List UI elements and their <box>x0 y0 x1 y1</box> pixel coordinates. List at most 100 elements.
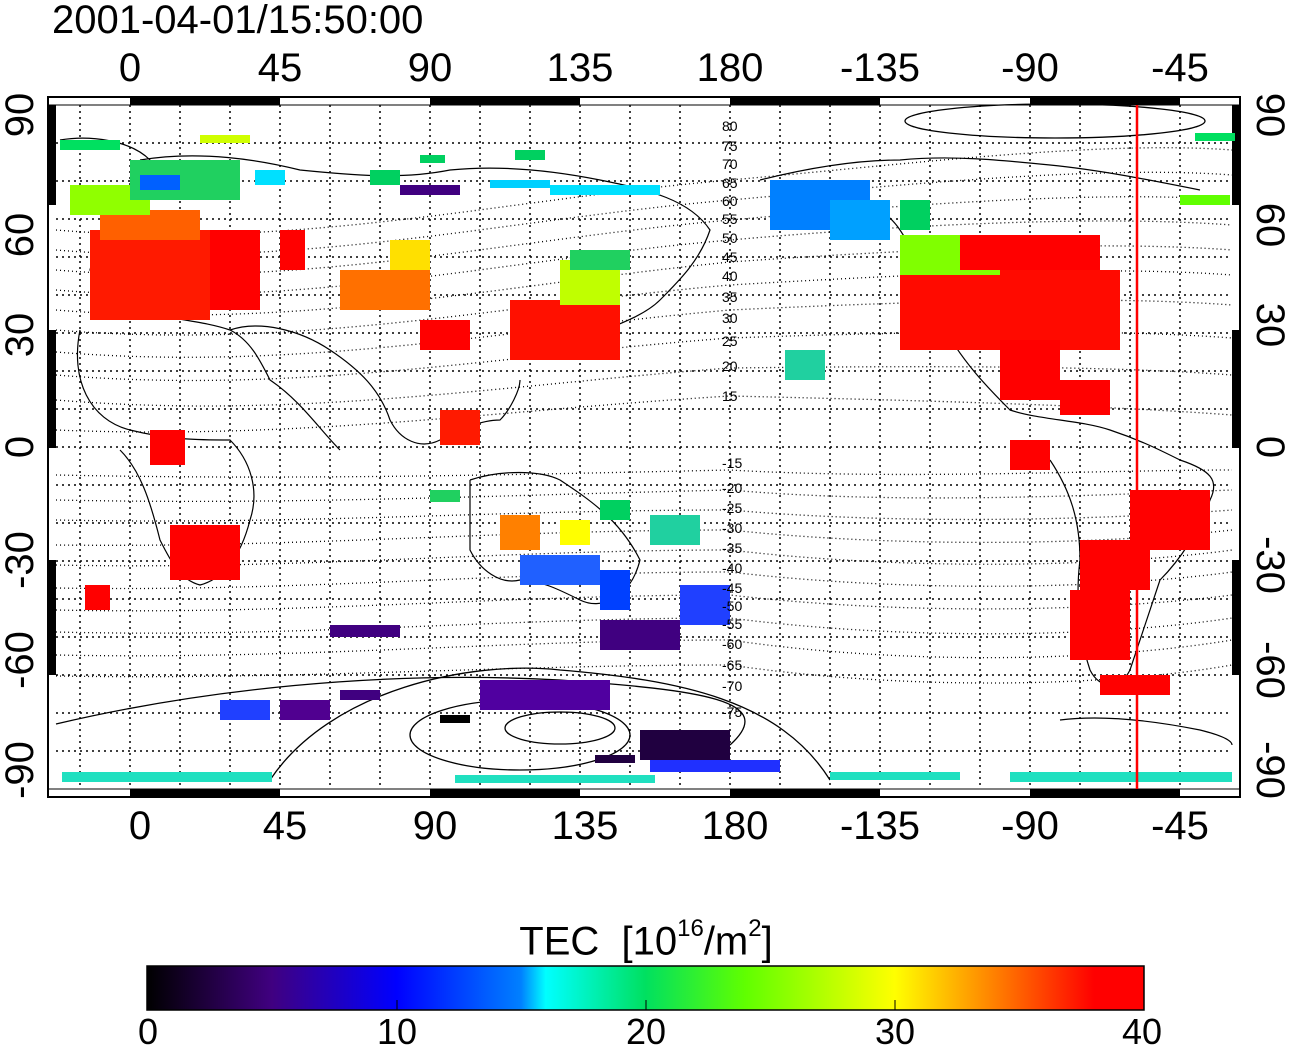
lon-tick-bottom: 0 <box>128 804 152 848</box>
tec-patch <box>430 490 460 502</box>
tec-patch <box>220 700 270 720</box>
tec-patch <box>515 150 545 160</box>
tec-patch <box>960 235 1100 270</box>
lon-tick-top: 90 <box>407 46 453 90</box>
lon-tick-top: 180 <box>696 46 764 90</box>
tec-patch <box>400 185 460 195</box>
contour-label-group: 80 75 70 65 60 55 50 45 40 35 30 25 20 1… <box>722 118 742 720</box>
colorbar-label: 10 <box>376 1011 418 1052</box>
tec-patch <box>440 410 480 445</box>
tec-patch <box>420 155 445 163</box>
lon-tick-top: -90 <box>1001 46 1059 90</box>
tec-patch <box>90 230 210 320</box>
contour-label: -65 <box>722 657 742 673</box>
contour-label: -70 <box>722 678 742 694</box>
colorbar-title: TEC [1016/m2] <box>0 910 1292 964</box>
tec-patch <box>200 135 250 143</box>
contour-label: 35 <box>722 289 738 305</box>
tec-patch <box>390 240 430 270</box>
tec-patch <box>490 180 550 188</box>
tec-patch <box>600 500 630 520</box>
contour-label: 45 <box>722 249 738 265</box>
tec-patch <box>570 250 630 270</box>
tec-patch <box>1100 675 1170 695</box>
colorbar-label: 20 <box>625 1011 667 1052</box>
tec-patch <box>440 715 470 723</box>
tec-patch <box>550 185 660 195</box>
lon-tick-top: 135 <box>546 46 614 90</box>
contour-label: -20 <box>722 480 742 496</box>
contour-label: -35 <box>722 540 742 556</box>
tec-patch <box>455 775 655 783</box>
colorbar-ticks <box>396 1000 896 1010</box>
tec-patch <box>830 200 890 240</box>
contour-label: -50 <box>722 598 742 614</box>
tec-patch <box>480 680 610 710</box>
magnetic-contours <box>55 147 1233 684</box>
tec-patch <box>595 755 635 763</box>
tec-patch <box>280 230 305 270</box>
tec-patch <box>520 555 600 585</box>
tec-patch <box>830 772 960 780</box>
tec-patch <box>500 515 540 550</box>
tec-patch <box>900 270 1120 350</box>
lon-tick-top: -135 <box>839 46 921 90</box>
colorbar-unit-open: [10 <box>621 919 678 964</box>
tec-patch <box>510 300 620 360</box>
colorbar-label: 0 <box>137 1011 159 1052</box>
tec-patch <box>1060 380 1110 415</box>
lon-tick-bottom: -135 <box>839 804 921 848</box>
tec-patch <box>140 175 180 190</box>
contour-label: 25 <box>722 333 738 349</box>
contour-label: 80 <box>722 118 738 134</box>
tec-patch <box>1180 195 1230 205</box>
contour-label: -55 <box>722 616 742 632</box>
lon-tick-bottom: 90 <box>412 804 458 848</box>
contour-label: -75 <box>722 704 742 720</box>
contour-label: 30 <box>722 310 738 326</box>
tec-patch <box>1130 490 1210 550</box>
tec-patch <box>600 570 630 610</box>
tec-patch <box>560 520 590 545</box>
lon-tick-top: 45 <box>257 46 303 90</box>
lon-tick-bottom: -90 <box>1001 804 1059 848</box>
tec-data <box>60 133 1235 783</box>
tec-patch <box>210 230 260 310</box>
contour-label: 75 <box>722 138 738 154</box>
contour-label: 65 <box>722 175 738 191</box>
colorbar-label: 30 <box>874 1011 916 1052</box>
colorbar-label: 40 <box>1121 1011 1163 1052</box>
timestamp-title: 2001-04-01/15:50:00 <box>52 0 424 42</box>
tec-patch <box>62 772 272 782</box>
tec-patch <box>370 170 400 185</box>
tec-patch <box>1010 772 1232 782</box>
tec-patch <box>60 140 120 150</box>
contour-label: -25 <box>722 500 742 516</box>
tec-patch <box>650 760 780 772</box>
tec-patch <box>1070 590 1130 660</box>
tec-patch <box>1000 340 1060 400</box>
contour-label: 15 <box>722 388 738 404</box>
colorbar-title-prefix: TEC <box>519 919 600 964</box>
tec-patch <box>280 700 330 720</box>
graticule <box>56 105 1232 789</box>
lon-tick-bottom: 45 <box>262 804 308 848</box>
tec-patch <box>650 515 700 545</box>
lon-tick-bottom: 180 <box>701 804 769 848</box>
tec-patch <box>420 320 470 350</box>
colorbar-unit-close: ] <box>761 919 773 964</box>
lon-tick-bottom: 135 <box>551 804 619 848</box>
lon-tick-top: 0 <box>118 46 142 90</box>
tec-patch <box>340 270 430 310</box>
tec-patch <box>150 430 185 465</box>
contour-label: -30 <box>722 520 742 536</box>
contour-label: 60 <box>722 193 738 209</box>
tec-patch <box>85 585 110 610</box>
tec-patch <box>785 350 825 380</box>
contour-label: 40 <box>722 268 738 284</box>
tec-patch <box>640 730 730 760</box>
tec-patch <box>900 200 930 230</box>
tec-patch <box>600 620 680 650</box>
contour-label: -15 <box>722 455 742 471</box>
